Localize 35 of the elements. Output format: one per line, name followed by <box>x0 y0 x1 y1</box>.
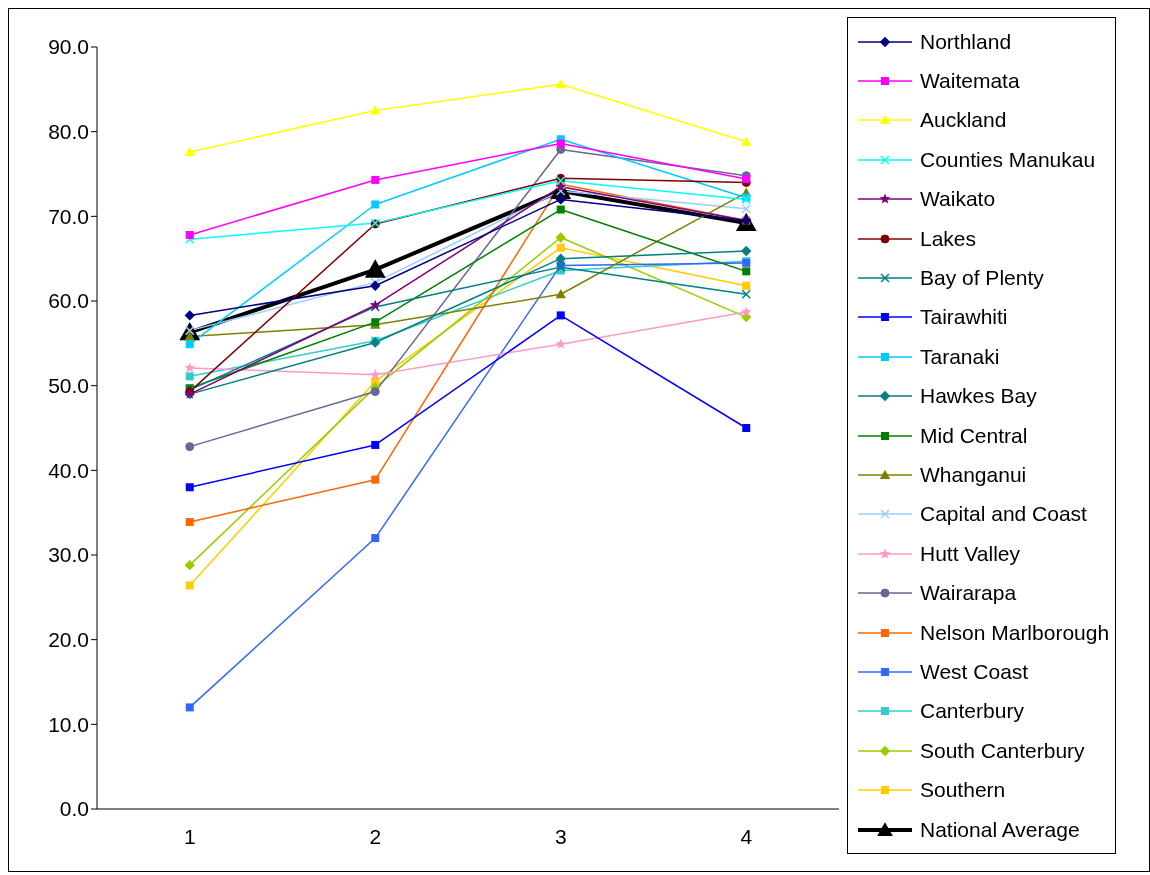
legend-label: Lakes <box>920 226 977 251</box>
legend-label: Counties Manukau <box>920 147 1096 172</box>
legend-label: Bay of Plenty <box>920 266 1044 291</box>
legend-label: West Coast <box>920 659 1029 684</box>
y-tick-label: 0.0 <box>59 797 89 821</box>
y-tick-label: 60.0 <box>48 289 89 313</box>
legend-label: Tairawhiti <box>920 305 1008 330</box>
legend-label: Whanganui <box>920 462 1027 487</box>
y-tick-label: 40.0 <box>48 458 89 482</box>
legend-label: Canterbury <box>920 699 1024 724</box>
legend-label: South Canterbury <box>920 738 1085 763</box>
legend-label: Hawkes Bay <box>920 384 1037 409</box>
legend-label: Capital and Coast <box>920 502 1087 527</box>
legend-label: National Average <box>920 817 1080 842</box>
y-tick-label: 80.0 <box>48 120 89 144</box>
legend-label: Auckland <box>920 108 1007 133</box>
legend-label: Nelson Marlborough <box>920 620 1110 645</box>
legend-label: Hutt Valley <box>920 541 1020 566</box>
legend-label: Southern <box>920 778 1006 803</box>
x-tick-label: 1 <box>183 824 196 848</box>
x-tick-label: 4 <box>740 824 753 848</box>
legend-label: Wairarapa <box>920 581 1017 606</box>
y-tick-label: 90.0 <box>48 35 89 59</box>
y-tick-label: 50.0 <box>48 374 89 398</box>
x-tick-label: 2 <box>369 824 382 848</box>
y-tick-label: 20.0 <box>48 628 89 652</box>
y-tick-label: 70.0 <box>48 204 89 228</box>
legend-label: Mid Central <box>920 423 1028 448</box>
legend-label: Taranaki <box>920 344 1000 369</box>
legend-label: Waikato <box>920 187 996 212</box>
y-tick-label: 10.0 <box>48 712 89 736</box>
legend-label: Northland <box>920 29 1012 54</box>
legend-label: Waitemata <box>920 69 1020 94</box>
x-tick-label: 3 <box>554 824 567 848</box>
y-tick-label: 30.0 <box>48 543 89 567</box>
